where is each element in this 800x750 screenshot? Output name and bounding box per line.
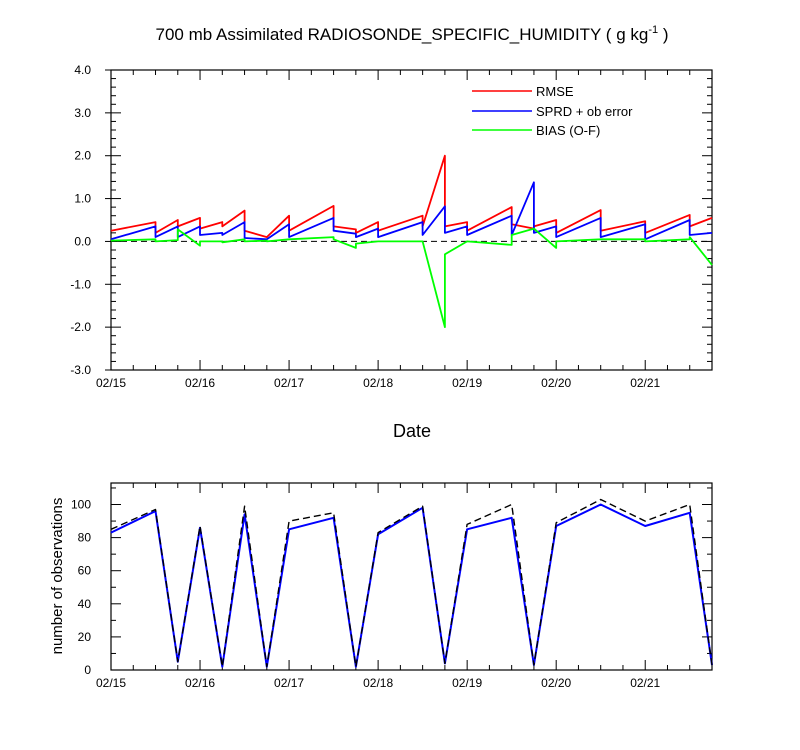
x-tick-label: 02/21 (630, 676, 660, 690)
series-line-observations-possible (110, 498, 713, 668)
y-tick-label: 2.0 (74, 149, 91, 163)
y-tick-label: 0 (84, 663, 91, 677)
top-x-tick-labels: 02/15 02/16 02/17 02/18 02/19 02/20 02/21 (96, 376, 661, 390)
bottom-y-tick-labels: 100 80 60 40 20 0 (71, 498, 91, 677)
x-tick-label: 02/19 (452, 376, 482, 390)
top-series (110, 154, 713, 329)
x-tick-label: 02/18 (363, 376, 393, 390)
top-y-tick-labels: 4.0 3.0 2.0 1.0 0.0 -1.0 -2.0 -3.0 (70, 63, 91, 377)
x-tick-label: 02/21 (630, 376, 660, 390)
x-tick-label: 02/17 (274, 376, 304, 390)
y-tick-label: 100 (71, 498, 91, 512)
y-tick-label: 40 (78, 597, 92, 611)
x-tick-label: 02/15 (96, 676, 126, 690)
top-ticks (105, 69, 713, 371)
y-tick-label: -3.0 (70, 363, 91, 377)
y-axis-label-observations: number of observations (49, 498, 66, 655)
x-tick-label: 02/20 (541, 376, 571, 390)
x-axis-label: Date (393, 421, 431, 441)
y-tick-label: 1.0 (74, 192, 91, 206)
bottom-x-tick-labels: 02/15 02/16 02/17 02/18 02/19 02/20 02/21 (96, 676, 661, 690)
chart-title: 700 mb Assimilated RADIOSONDE_SPECIFIC_H… (156, 24, 669, 44)
x-tick-label: 02/15 (96, 376, 126, 390)
x-tick-label: 02/17 (274, 676, 304, 690)
series-line-sprd-ob-error (110, 181, 713, 241)
series-line-bias-o-f (110, 227, 713, 329)
y-tick-label: 20 (78, 630, 92, 644)
y-tick-label: -2.0 (70, 320, 91, 334)
legend-label-bias: BIAS (O-F) (536, 123, 600, 138)
legend: RMSE SPRD + ob error BIAS (O-F) (472, 84, 633, 138)
x-tick-label: 02/20 (541, 676, 571, 690)
bottom-plot-frame (110, 482, 713, 671)
y-tick-label: 80 (78, 531, 92, 545)
x-tick-label: 02/19 (452, 676, 482, 690)
legend-label-rmse: RMSE (536, 84, 574, 99)
series-line-rmse (110, 154, 713, 239)
legend-label-sprd: SPRD + ob error (536, 104, 633, 119)
y-tick-label: -1.0 (70, 277, 91, 291)
y-tick-label: 60 (78, 564, 92, 578)
top-plot-frame (110, 69, 713, 371)
y-tick-label: 0.0 (74, 234, 91, 248)
x-tick-label: 02/18 (363, 676, 393, 690)
bottom-ticks (110, 483, 713, 671)
bottom-series (110, 498, 713, 668)
x-tick-label: 02/16 (185, 676, 215, 690)
x-tick-label: 02/16 (185, 376, 215, 390)
top-panel: 4.03.02.01.00.0-1.0-2.0-3.0 02/15 02/16 02… (70, 63, 713, 441)
y-tick-label: 4.0 (74, 63, 91, 77)
y-tick-label: 3.0 (74, 106, 91, 120)
